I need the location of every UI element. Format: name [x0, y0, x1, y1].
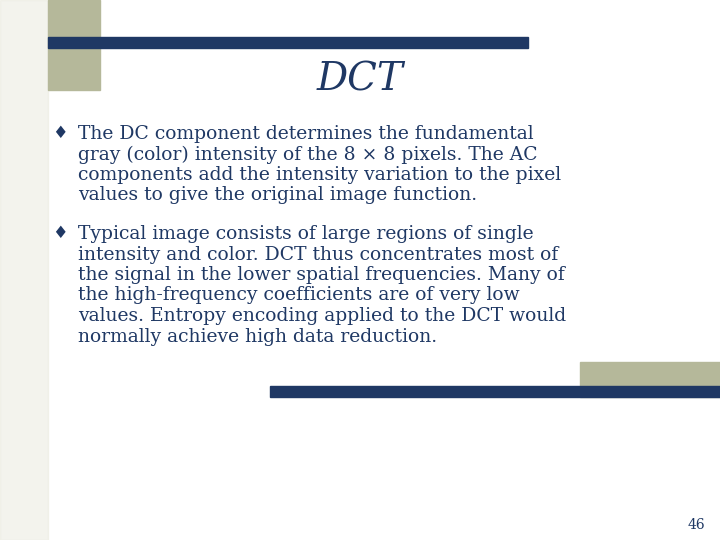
Bar: [0, 0, 48, 540]
Text: DCT: DCT: [317, 62, 403, 98]
Text: ♦: ♦: [52, 225, 68, 242]
Text: components add the intensity variation to the pixel: components add the intensity variation t…: [78, 166, 561, 184]
Text: normally achieve high data reduction.: normally achieve high data reduction.: [78, 327, 437, 346]
Text: Typical image consists of large regions of single: Typical image consists of large regions …: [78, 225, 534, 243]
Text: 46: 46: [688, 518, 705, 532]
Text: values to give the original image function.: values to give the original image functi…: [78, 186, 477, 205]
Text: The DC component determines the fundamental: The DC component determines the fundamen…: [78, 125, 534, 143]
Text: the high-frequency coefficients are of very low: the high-frequency coefficients are of v…: [78, 287, 520, 305]
Text: ♦: ♦: [52, 125, 68, 142]
Bar: [270, 386, 720, 397]
Bar: [48, 37, 528, 48]
Bar: [580, 362, 720, 397]
Text: the signal in the lower spatial frequencies. Many of: the signal in the lower spatial frequenc…: [78, 266, 564, 284]
Bar: [48, 0, 100, 90]
Text: values. Entropy encoding applied to the DCT would: values. Entropy encoding applied to the …: [78, 307, 566, 325]
Text: intensity and color. DCT thus concentrates most of: intensity and color. DCT thus concentrat…: [78, 246, 558, 264]
Text: gray (color) intensity of the 8 × 8 pixels. The AC: gray (color) intensity of the 8 × 8 pixe…: [78, 145, 538, 164]
